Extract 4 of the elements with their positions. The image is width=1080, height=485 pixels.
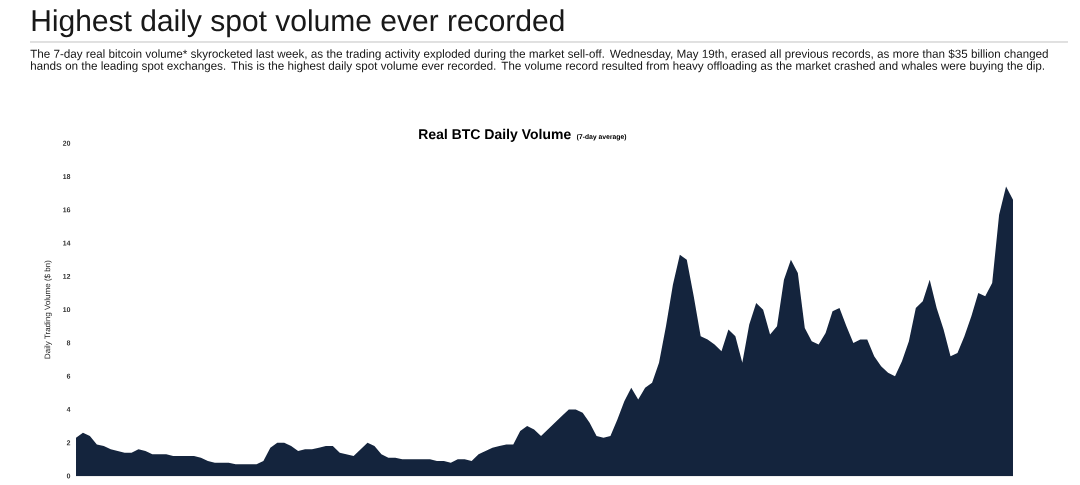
text: Highest daily spot volume ever recorded xyxy=(32,9,564,38)
y-axis-title: Daily Trading Volume ($ bn) xyxy=(44,260,52,359)
chart-title: Real BTC Daily Volume xyxy=(419,128,571,142)
text: The 7-day real bitcoin volume* skyrocketed last week, as the trading activity exploded during the market sell-off. Wednesday, May 19th, erased all previous records, as more than $35 billion changed hands on the leading spot exchanges. This is the highest daily spot volume ever recorded. The volume record resulted from heavy offloading as the market crashed and whales were buying the dip. xyxy=(30,49,1048,73)
